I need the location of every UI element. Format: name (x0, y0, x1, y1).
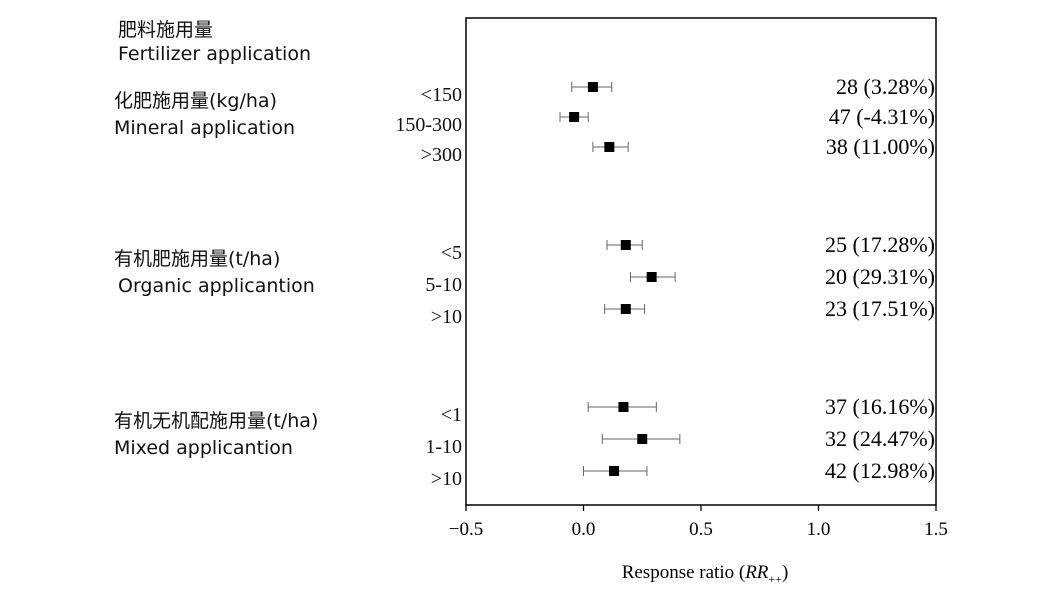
row-value-label: 28 (3.28%) (836, 74, 935, 99)
row-value-label: 47 (-4.31%) (829, 104, 935, 129)
row-level-label: >300 (420, 144, 462, 166)
effect-point (609, 466, 620, 476)
x-tick-label: 0.0 (572, 519, 596, 540)
group-title-en: Mineral application (114, 117, 295, 139)
row-value-label: 23 (17.51%) (825, 296, 935, 321)
row-level-label: 5-10 (425, 274, 462, 296)
header-zh: 肥料施用量 (118, 19, 214, 41)
row-value-label: 32 (24.47%) (825, 426, 935, 451)
effect-point (637, 434, 648, 444)
effect-point (646, 272, 657, 282)
effect-point (569, 112, 580, 122)
header-en: Fertilizer application (118, 43, 311, 65)
effect-point (620, 240, 631, 250)
row-level-label: >10 (430, 468, 462, 490)
x-axis-label: Response ratio (RR++) (622, 562, 789, 586)
row-value-label: 20 (29.31%) (825, 264, 935, 289)
row-level-label: 1-10 (425, 436, 462, 458)
effect-point (620, 304, 631, 314)
row-level-label: <1 (440, 404, 462, 426)
effect-point (587, 82, 598, 92)
x-tick-label: −0.5 (449, 519, 483, 540)
group-title-zh: 化肥施用量(kg/ha) (114, 90, 277, 112)
x-tick-label: 1.0 (807, 519, 831, 540)
row-value-label: 42 (12.98%) (825, 458, 935, 483)
effect-point (604, 142, 615, 152)
effect-point (618, 402, 629, 412)
x-tick-label: 1.5 (924, 519, 948, 540)
group-title-en: Mixed applicantion (114, 437, 293, 459)
group-title-zh: 有机无机配施用量(t/ha) (114, 410, 319, 432)
x-tick-label: 0.5 (689, 519, 713, 540)
row-value-label: 37 (16.16%) (825, 394, 935, 419)
row-level-label: <150 (420, 84, 462, 106)
row-level-label: <5 (440, 242, 462, 264)
row-level-label: 150-300 (395, 114, 462, 136)
group-title-zh: 有机肥施用量(t/ha) (114, 248, 281, 270)
row-value-label: 38 (11.00%) (826, 134, 935, 159)
row-level-label: >10 (430, 306, 462, 328)
row-value-label: 25 (17.28%) (825, 232, 935, 257)
group-title-en: Organic applicantion (118, 275, 315, 297)
